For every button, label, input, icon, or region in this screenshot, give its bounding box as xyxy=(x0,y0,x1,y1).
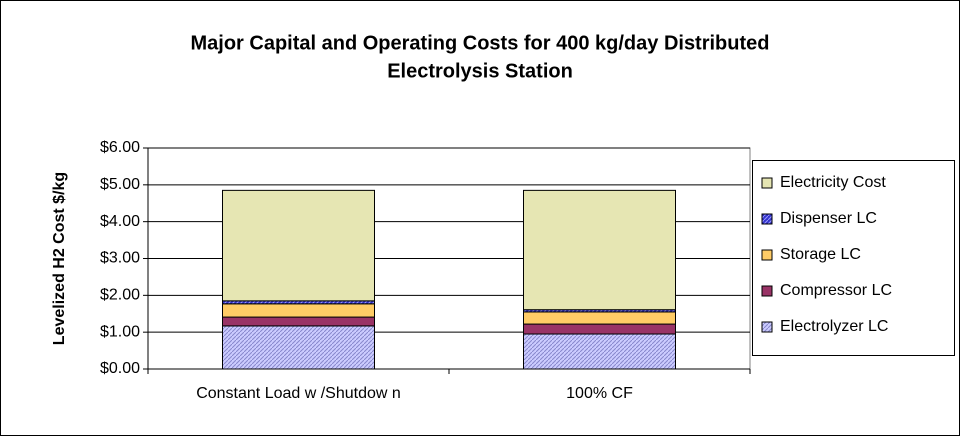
legend-swatch xyxy=(761,249,773,261)
legend-label: Compressor LC xyxy=(780,282,892,299)
bar-segment xyxy=(222,189,375,302)
legend-label: Electrolyzer LC xyxy=(780,318,888,335)
legend-box xyxy=(752,160,955,356)
bar-segment xyxy=(523,311,676,325)
legend-label: Storage LC xyxy=(780,246,861,263)
bar-segment xyxy=(222,316,375,327)
y-tick-label: $2.00 xyxy=(100,287,140,304)
bar-segment xyxy=(222,303,375,318)
chart-title: Major Capital and Operating Costs for 40… xyxy=(191,32,770,54)
legend-swatch xyxy=(761,213,773,225)
legend-label: Dispenser LC xyxy=(780,210,877,227)
x-tick-label: 100% CF xyxy=(566,385,633,402)
bar-segment xyxy=(523,189,676,311)
y-tick-label: $0.00 xyxy=(100,360,140,377)
legend-swatch xyxy=(761,321,773,333)
legend-swatch xyxy=(761,285,773,297)
legend-swatch xyxy=(761,177,773,189)
bar-segment xyxy=(222,325,375,370)
chart-title: Electrolysis Station xyxy=(387,60,573,82)
legend-label: Electricity Cost xyxy=(780,174,886,191)
y-tick-label: $4.00 xyxy=(100,213,140,230)
x-tick-label: Constant Load w /Shutdow n xyxy=(196,385,401,402)
bar-segment xyxy=(523,333,676,370)
y-axis-title: Levelized H2 Cost $/kg xyxy=(51,172,68,345)
y-tick-label: $1.00 xyxy=(100,323,140,340)
y-tick-label: $5.00 xyxy=(100,176,140,193)
bar-segment xyxy=(523,323,676,335)
y-tick-label: $6.00 xyxy=(100,139,140,156)
y-tick-label: $3.00 xyxy=(100,250,140,267)
